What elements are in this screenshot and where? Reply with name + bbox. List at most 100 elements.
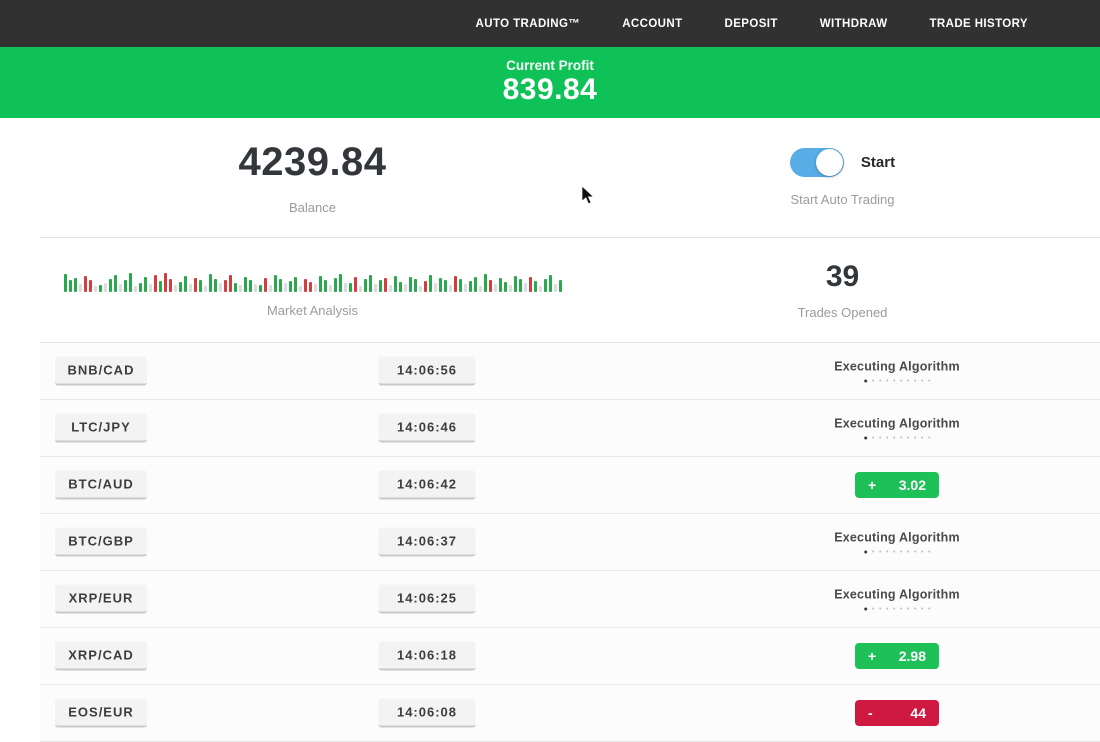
status-executing: Executing Algorithm (834, 360, 960, 383)
market-analysis-block: Market Analysis (40, 238, 585, 342)
chart-bar (123, 280, 127, 292)
progress-dot (920, 436, 923, 439)
progress-dot (885, 379, 888, 382)
amount-sign: + (868, 648, 877, 664)
chart-bar (513, 276, 517, 292)
pair-badge: BTC/AUD (55, 470, 147, 500)
progress-dots (834, 550, 960, 554)
chart-bar (298, 286, 302, 292)
chart-bar (508, 285, 512, 292)
chart-bar (548, 275, 552, 292)
chart-bar (258, 285, 262, 292)
chart-bar (203, 286, 207, 292)
progress-dot (906, 436, 909, 439)
chart-bar (343, 283, 347, 292)
chart-bar (228, 275, 232, 292)
chart-bar (213, 279, 217, 292)
progress-dot (878, 379, 881, 382)
market-analysis-chart (63, 262, 562, 292)
auto-trading-toggle[interactable] (789, 148, 844, 177)
chart-bar (273, 275, 277, 292)
chart-bar (418, 286, 422, 292)
progress-dot (885, 607, 888, 610)
chart-bar (433, 283, 437, 292)
progress-dot (913, 607, 916, 610)
trades-table: BNB/CAD 14:06:56 Executing Algorithm LTC/JP… (40, 343, 1100, 742)
chart-bar (248, 280, 252, 292)
nav-item-account[interactable]: ACCOUNT (622, 17, 683, 30)
balance-value: 4239.84 (238, 140, 387, 184)
chart-bar (398, 282, 402, 292)
table-row: EOS/EUR 14:06:08 - 44 (40, 685, 1100, 742)
chart-bar (73, 278, 77, 292)
chart-bar (408, 277, 412, 292)
progress-dot (863, 607, 867, 610)
chart-bar (348, 283, 352, 292)
amount-value: 3.02 (898, 477, 926, 493)
progress-dot (906, 379, 909, 382)
chart-bar (268, 285, 272, 292)
status-executing: Executing Algorithm (834, 417, 960, 440)
chart-bar (193, 278, 197, 292)
chart-bar (108, 279, 112, 292)
chart-bar (533, 281, 537, 292)
chart-bar (428, 275, 432, 292)
chart-bar (78, 284, 82, 292)
progress-dots (834, 607, 960, 611)
nav-item-auto-trading[interactable]: AUTO TRADING™ (475, 17, 581, 30)
status-executing: Executing Algorithm (834, 588, 960, 611)
chart-bar (183, 276, 187, 292)
table-row: BNB/CAD 14:06:56 Executing Algorithm (40, 343, 1100, 400)
nav-item-trade-history[interactable]: TRADE HISTORY (929, 17, 1028, 30)
top-nav: AUTO TRADING™ ACCOUNT DEPOSIT WITHDRAW TRADE… (0, 0, 1100, 47)
pair-badge: LTC/JPY (55, 413, 147, 443)
chart-bar (368, 275, 372, 292)
nav-item-deposit[interactable]: DEPOSIT (724, 17, 778, 30)
chart-bar (253, 284, 257, 292)
chart-bar (528, 277, 532, 292)
chart-bar (128, 273, 132, 292)
chart-bar (373, 284, 377, 292)
chart-bar (478, 286, 482, 292)
chart-bar (168, 279, 172, 292)
chart-bar (278, 279, 282, 292)
pair-badge: XRP/EUR (55, 584, 147, 614)
chart-bar (243, 277, 247, 292)
progress-dot (920, 379, 923, 382)
progress-dot (892, 379, 895, 382)
chart-bar (148, 284, 152, 292)
trades-opened-value: 39 (825, 260, 860, 293)
chart-bar (288, 281, 292, 292)
progress-dot (927, 379, 930, 382)
executing-algorithm-label: Executing Algorithm (834, 530, 960, 545)
table-row: LTC/JPY 14:06:46 Executing Algorithm (40, 400, 1100, 457)
auto-trading-block: Start Start Auto Trading (585, 118, 1100, 237)
chart-bar (353, 277, 357, 292)
chart-bar (493, 284, 497, 292)
time-badge: 14:06:46 (378, 413, 476, 443)
chart-bar (498, 278, 502, 292)
chart-bar (328, 285, 332, 292)
chart-bar (293, 277, 297, 292)
progress-dot (913, 436, 916, 439)
chart-bar (83, 276, 87, 292)
status-executing: Executing Algorithm (834, 531, 960, 554)
chart-bar (178, 282, 182, 292)
progress-dot (892, 550, 895, 553)
progress-dot (899, 436, 902, 439)
time-badge: 14:06:42 (378, 470, 476, 500)
nav-item-withdraw[interactable]: WITHDRAW (819, 17, 888, 30)
progress-dot (927, 550, 930, 553)
table-row: BTC/AUD 14:06:42 +3.02 (40, 457, 1100, 514)
chart-bar (463, 284, 467, 292)
chart-bar (133, 286, 137, 292)
profit-badge: +3.02 (855, 472, 939, 498)
chart-bar (63, 274, 67, 292)
current-profit-label: Current Profit (506, 57, 594, 73)
progress-dot (871, 379, 874, 382)
chart-bar (318, 276, 322, 292)
chart-bar (483, 274, 487, 292)
chart-bar (383, 278, 387, 292)
chart-bar (283, 283, 287, 292)
progress-dot (899, 550, 902, 553)
